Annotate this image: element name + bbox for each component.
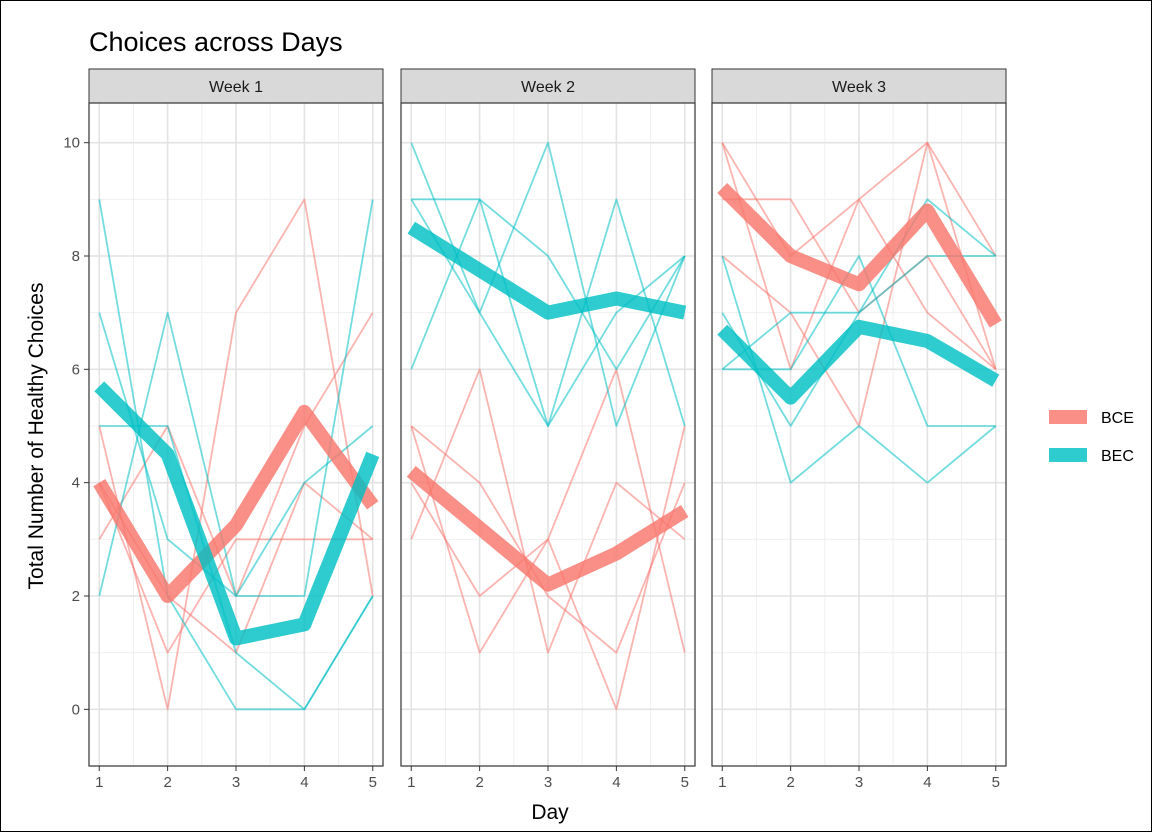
x-tick-label: 4 bbox=[923, 774, 931, 791]
facet-panel-week-3: Week 3 1 2 3 4 5 bbox=[711, 68, 1007, 791]
y-tick-label: 0 bbox=[72, 701, 80, 718]
facet-strip-label: Week 3 bbox=[832, 79, 886, 96]
x-tick-label: 3 bbox=[232, 774, 240, 791]
mean-line-bec bbox=[94, 381, 380, 646]
facet-strip bbox=[400, 68, 696, 104]
x-tick-label: 3 bbox=[544, 774, 552, 791]
mean-line-bce bbox=[93, 404, 379, 603]
individual-line-bec bbox=[721, 255, 997, 484]
legend-item-bce: BCE bbox=[1049, 410, 1134, 427]
x-tick-label: 4 bbox=[612, 774, 620, 791]
legend: BCE BEC bbox=[1049, 410, 1134, 465]
x-tick-label: 1 bbox=[95, 774, 103, 791]
x-tick-label: 2 bbox=[786, 774, 794, 791]
facet-strip bbox=[711, 68, 1007, 104]
x-tick-label: 1 bbox=[718, 774, 726, 791]
y-axis-title: Total Number of Healthy Choices bbox=[25, 283, 48, 590]
y-tick-label: 8 bbox=[72, 248, 80, 265]
y-tick-label: 6 bbox=[72, 361, 80, 378]
x-tick-label: 2 bbox=[163, 774, 171, 791]
individual-line-bce bbox=[98, 198, 374, 711]
y-tick-label: 4 bbox=[72, 475, 80, 492]
x-axis-title: Day bbox=[531, 801, 569, 824]
individual-line-bce bbox=[410, 368, 686, 654]
individual-line-bce bbox=[98, 482, 373, 654]
facet-panels: Week 1 1 2 3 4 5 0 2 4 6 8 10 Week 2 1 2 3 4 5 Week 3 1 2 3 4 5 bbox=[63, 68, 1007, 791]
facet-panel-week-1: Week 1 1 2 3 4 5 0 2 4 6 8 10 bbox=[63, 68, 384, 791]
x-tick-label: 2 bbox=[475, 774, 483, 791]
mean-line-bce bbox=[717, 183, 1002, 328]
individual-line-bce bbox=[721, 142, 997, 371]
mean-line-bec bbox=[717, 319, 1000, 405]
y-tick-label: 2 bbox=[72, 588, 80, 605]
x-tick-label: 5 bbox=[992, 774, 1000, 791]
mean-line-bec bbox=[407, 221, 687, 320]
legend-label: BCE bbox=[1101, 410, 1134, 427]
individual-line-bec bbox=[98, 311, 374, 597]
facet-strip bbox=[88, 68, 384, 104]
x-tick-label: 3 bbox=[855, 774, 863, 791]
facet-panel-week-2: Week 2 1 2 3 4 5 bbox=[400, 68, 696, 791]
facet-strip-label: Week 2 bbox=[521, 79, 575, 96]
x-tick-label: 5 bbox=[681, 774, 689, 791]
facet-strip-label: Week 1 bbox=[209, 79, 263, 96]
mean-line-bce bbox=[406, 465, 689, 592]
x-tick-label: 1 bbox=[407, 774, 415, 791]
individual-line-bce bbox=[410, 425, 686, 654]
y-tick-label: 10 bbox=[63, 135, 80, 152]
legend-item-bec: BEC bbox=[1049, 448, 1134, 465]
x-tick-label: 5 bbox=[369, 774, 377, 791]
x-tick-label: 4 bbox=[300, 774, 308, 791]
individual-line-bce bbox=[410, 425, 686, 711]
chart-title: Choices across Days bbox=[89, 27, 343, 57]
individual-line-bec bbox=[410, 198, 686, 427]
legend-label: BEC bbox=[1101, 448, 1134, 465]
